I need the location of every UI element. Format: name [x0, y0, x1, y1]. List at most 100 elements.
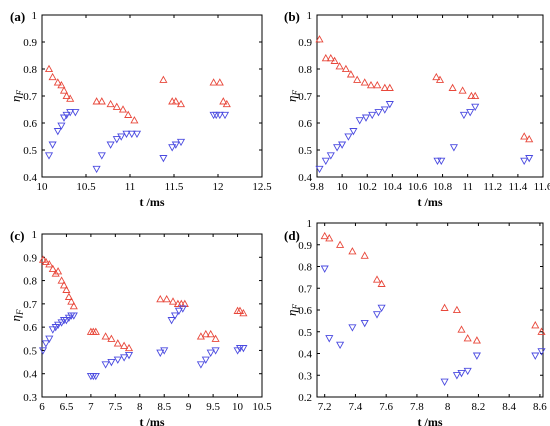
data-point-triangle-up	[91, 327, 100, 335]
data-point-triangle-up	[180, 299, 189, 307]
data-point-triangle-up	[458, 86, 467, 94]
data-point-triangle-up	[130, 116, 139, 124]
data-point-triangle-up	[53, 78, 62, 86]
data-point-triangle-down	[171, 141, 180, 149]
x-tick-label: 10	[37, 181, 49, 193]
x-tick-label: 11.5	[165, 181, 184, 193]
x-axis-label: t /ms	[140, 195, 165, 209]
data-point-triangle-up	[92, 97, 101, 105]
data-point-triangle-down	[170, 312, 180, 320]
data-point-triangle-up	[457, 325, 466, 333]
y-tick-label: 0.5	[298, 145, 312, 157]
data-point-triangle-up	[380, 83, 389, 91]
panel-a: 10 10.5 11 11.5 12 12.5 0.4 0.5 0.6 0.7 0.8 0.9 1 t /…	[8, 9, 272, 209]
data-point-triangle-up	[38, 255, 48, 263]
data-point-triangle-down	[92, 165, 101, 174]
y-axis-label-text: ηF	[8, 309, 25, 321]
data-point-triangle-up	[156, 294, 165, 303]
data-point-triangle-up	[372, 275, 382, 283]
data-point-triangle-up	[537, 327, 546, 335]
data-point-triangle-up	[432, 72, 441, 81]
data-point-triangle-down	[48, 141, 57, 149]
data-point-triangle-down	[91, 372, 100, 381]
data-point-triangle-up	[209, 78, 218, 86]
panel-b: 9.8 10 10.2 10.4 10.6 10.8 11 11.2 11.4 11.60.40.…	[284, 9, 550, 209]
data-point-triangle-up	[366, 80, 376, 89]
data-point-triangle-down	[53, 128, 62, 136]
x-tick-label: 10.6	[408, 181, 428, 193]
data-point-triangle-down	[71, 109, 80, 117]
data-point-triangle-down	[361, 114, 371, 122]
y-tick-label: 0.8	[23, 64, 37, 76]
y-tick-label: 0.6	[298, 118, 312, 130]
data-point-triangle-down	[338, 141, 347, 149]
data-point-triangle-up	[321, 53, 330, 62]
data-point-triangle-down	[459, 111, 468, 120]
data-point-triangle-down	[120, 354, 129, 362]
data-point-triangle-up	[48, 72, 57, 81]
data-point-triangle-down	[159, 155, 168, 163]
x-tick-label: 6.5	[60, 401, 74, 413]
data-point-triangle-up	[471, 91, 480, 100]
data-point-triangle-up	[315, 35, 324, 43]
data-point-triangle-up	[201, 329, 210, 338]
data-point-triangle-up	[66, 94, 75, 102]
y-tick-label: 0.4	[23, 172, 37, 184]
data-point-triangle-up	[41, 257, 50, 266]
data-point-triangle-up	[51, 269, 60, 277]
data-point-triangle-up	[45, 260, 54, 268]
data-point-triangle-down	[320, 265, 329, 273]
x-tick-label: 10.8	[433, 181, 453, 193]
plot-frame	[41, 14, 263, 178]
data-point-triangle-down	[377, 304, 386, 313]
data-point-triangle-down	[531, 352, 540, 360]
y-axis-label: ηF	[284, 304, 301, 316]
data-point-triangle-down	[344, 133, 353, 141]
y-axis-label: ηF	[8, 309, 25, 321]
data-point-triangle-down	[315, 165, 324, 174]
data-point-triangle-down	[168, 144, 177, 152]
data-point-triangle-down	[368, 111, 377, 120]
data-point-triangle-down	[97, 152, 106, 160]
y-tick-label: 0.7	[298, 283, 312, 295]
y-tick-label: 0.8	[23, 276, 37, 288]
y-tick-label: 0.6	[23, 118, 37, 130]
data-point-triangle-up	[57, 276, 66, 284]
data-point-triangle-down	[239, 345, 248, 353]
data-point-triangle-down	[124, 351, 134, 360]
data-point-triangle-up	[120, 341, 129, 349]
panel-label: (b)	[284, 9, 300, 24]
x-tick-label: 7.4	[349, 401, 363, 413]
data-point-triangle-down	[122, 130, 131, 139]
data-point-triangle-down	[69, 312, 78, 320]
x-tick-label: 12.5	[252, 181, 272, 193]
x-tick-label: 8.4	[502, 401, 516, 413]
data-point-triangle-down	[57, 122, 66, 130]
data-point-triangle-up	[69, 301, 78, 310]
data-point-triangle-down	[385, 101, 394, 109]
panel-label: (d)	[284, 228, 300, 243]
data-point-triangle-down	[59, 114, 69, 122]
data-point-triangle-up	[373, 80, 382, 89]
x-tick-label: 10.5	[76, 181, 96, 193]
y-tick-label: 0.4	[23, 369, 37, 381]
data-point-triangle-down	[360, 319, 369, 328]
data-point-triangle-down	[471, 103, 480, 112]
x-tick-label: 7.6	[379, 401, 393, 413]
data-point-triangle-up	[219, 97, 228, 105]
data-point-triangle-up	[520, 132, 529, 140]
y-tick-label: 0.6	[23, 322, 37, 334]
data-point-triangle-down	[66, 109, 75, 117]
data-point-triangle-up	[106, 99, 115, 108]
data-point-triangle-up	[162, 294, 171, 303]
data-point-triangle-up	[335, 62, 344, 70]
data-point-triangle-up	[325, 233, 334, 242]
data-point-triangle-down	[374, 109, 383, 117]
data-point-triangle-down	[206, 349, 215, 358]
data-point-triangle-down	[372, 311, 382, 319]
data-point-triangle-down	[325, 335, 334, 343]
x-tick-label: 8.2	[472, 401, 486, 413]
data-point-triangle-down	[449, 144, 458, 152]
data-point-triangle-down	[167, 317, 176, 325]
panel-c: 6 6.5 7 7.5 8 8.5 9 9.5 10 10.5 0.3 0.4 0.5 0.6 0.7 0.8…	[8, 228, 272, 426]
